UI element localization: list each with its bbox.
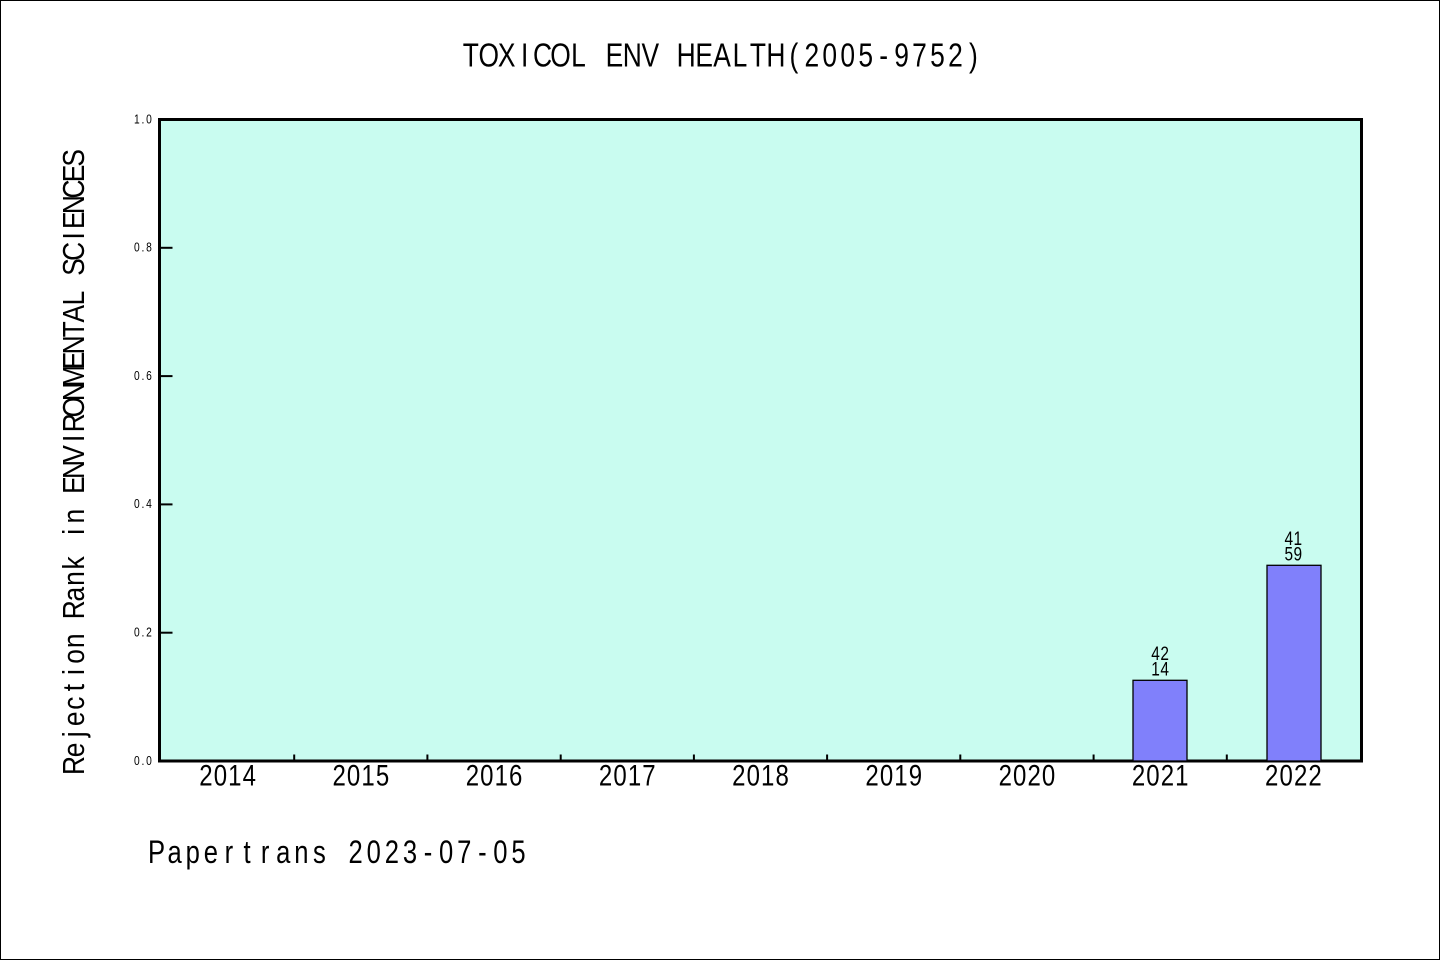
svg-text:41: 41 bbox=[1284, 528, 1302, 550]
svg-text:42: 42 bbox=[1151, 643, 1169, 665]
svg-text:0.2: 0.2 bbox=[134, 627, 152, 640]
svg-text:2017: 2017 bbox=[599, 758, 656, 792]
svg-text:Rejection Rank in ENVIRONMENTA: Rejection Rank in ENVIRONMENTAL SCIENCES bbox=[57, 149, 91, 775]
svg-text:14: 14 bbox=[1151, 658, 1169, 680]
svg-text:2021: 2021 bbox=[1132, 758, 1189, 792]
svg-text:0.0: 0.0 bbox=[134, 755, 152, 768]
svg-text:2018: 2018 bbox=[732, 758, 789, 792]
svg-text:2016: 2016 bbox=[466, 758, 523, 792]
svg-text:2014: 2014 bbox=[199, 758, 256, 792]
svg-text:2015: 2015 bbox=[332, 758, 389, 792]
svg-text:0.6: 0.6 bbox=[134, 370, 152, 383]
svg-text:2020: 2020 bbox=[999, 758, 1056, 792]
svg-text:0.8: 0.8 bbox=[134, 242, 152, 255]
svg-text:0.4: 0.4 bbox=[134, 498, 152, 511]
svg-text:TOXICOL ENV HEALTH(2005-9752): TOXICOL ENV HEALTH(2005-9752) bbox=[463, 38, 978, 74]
svg-text:1.0: 1.0 bbox=[134, 113, 152, 126]
svg-text:59: 59 bbox=[1284, 543, 1302, 565]
svg-text:2022: 2022 bbox=[1265, 758, 1322, 792]
svg-text:Papertrans 2023-07-05: Papertrans 2023-07-05 bbox=[148, 835, 526, 870]
svg-text:2019: 2019 bbox=[865, 758, 922, 792]
